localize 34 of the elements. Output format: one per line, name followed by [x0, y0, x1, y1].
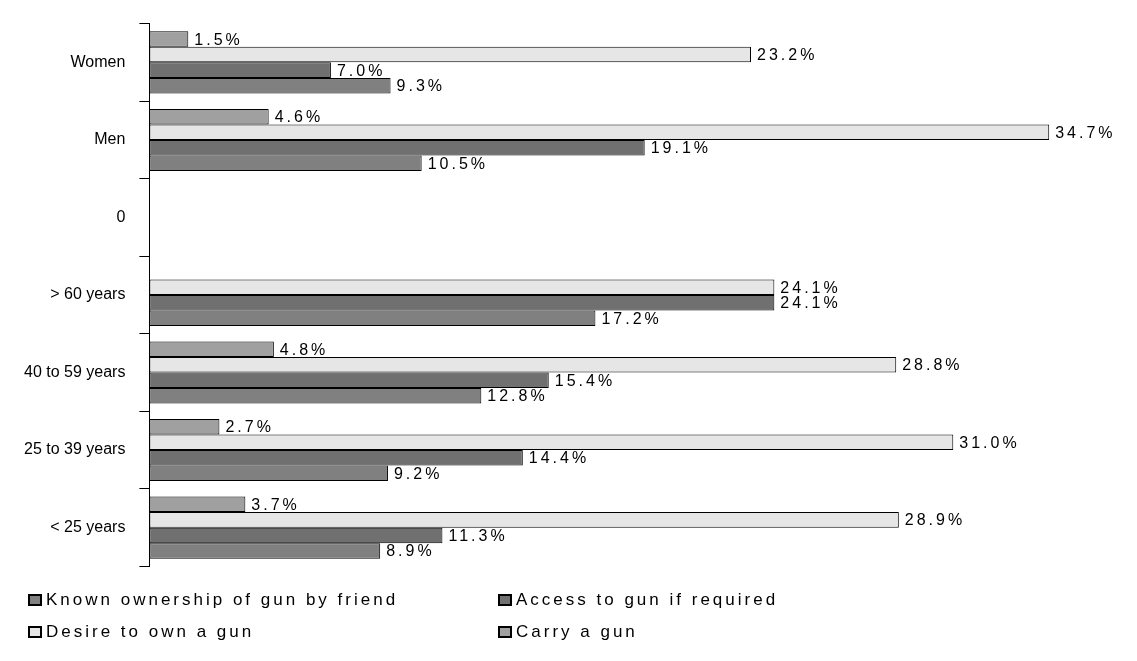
data-label: 23.2% — [757, 46, 818, 64]
data-label: 17.2% — [601, 309, 662, 327]
y-tick-label: Men — [94, 130, 126, 148]
data-label: 9.3% — [396, 77, 446, 95]
data-label: 28.9% — [904, 511, 966, 529]
legend-label: Known ownership of gun by friend — [46, 590, 399, 610]
data-label: 4.8% — [279, 340, 329, 358]
data-label: 11.3% — [448, 526, 508, 544]
data-label: 4.6% — [274, 108, 324, 126]
data-label: 24.1% — [780, 294, 841, 312]
data-label: 14.4% — [528, 449, 590, 467]
data-label: 19.1% — [650, 139, 712, 157]
y-tick-label: 40 to 59 years — [23, 362, 126, 380]
data-label: 34.7% — [1055, 123, 1116, 141]
data-label: 31.0% — [959, 433, 1020, 451]
data-label: 12.8% — [487, 387, 548, 405]
data-label: 7.0% — [336, 61, 386, 79]
data-label: 24.1% — [780, 278, 841, 296]
data-label: 15.4% — [554, 371, 616, 389]
data-label: 1.5% — [194, 30, 243, 48]
legend-label: Access to gun if required — [516, 590, 779, 610]
data-label: 3.7% — [251, 495, 300, 513]
y-tick-label: Women — [70, 52, 126, 70]
y-tick-label: 0 — [116, 207, 126, 225]
data-label: 8.9% — [386, 542, 435, 560]
data-label: 2.7% — [225, 418, 274, 436]
y-tick-label: < 25 years — [50, 518, 126, 536]
legend-label: Carry a gun — [516, 622, 638, 642]
data-label: 10.5% — [427, 154, 489, 172]
legend-label: Desire to own a gun — [46, 622, 255, 642]
y-tick-label: 25 to 39 years — [23, 440, 126, 458]
data-label: 28.8% — [902, 356, 963, 374]
data-label: 9.2% — [393, 464, 443, 482]
y-tick-label: > 60 years — [50, 285, 126, 303]
